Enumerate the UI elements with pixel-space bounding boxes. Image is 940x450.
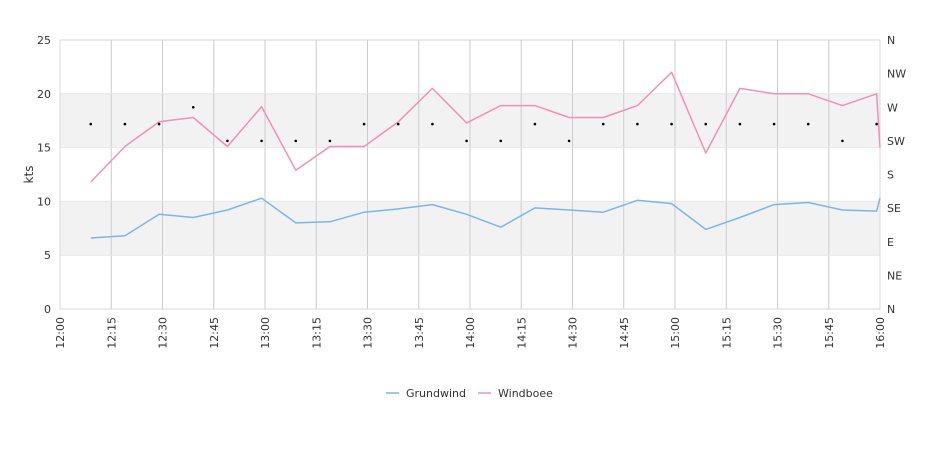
direction-tick-label: E xyxy=(887,236,894,249)
direction-tick-label: NW xyxy=(887,68,906,81)
y-axis-title: kts xyxy=(22,166,36,184)
direction-marker xyxy=(875,122,878,126)
x-tick-labels: 12:00 12:15 12:30 12:45 13:00 13:15 13:30 13:45… xyxy=(54,317,887,349)
direction-tick-label: SW xyxy=(887,135,905,148)
y-tick-label: 20 xyxy=(37,88,51,101)
direction-marker xyxy=(157,122,161,126)
legend: Grundwind Windboee xyxy=(386,387,553,400)
x-tick-label: 13:45 xyxy=(413,317,426,349)
direction-tick-label: W xyxy=(887,101,898,114)
x-tick-label: 14:45 xyxy=(618,317,631,349)
x-tick-label: 14:15 xyxy=(515,317,528,349)
direction-markers xyxy=(89,105,878,143)
direction-tick-label: NE xyxy=(887,269,902,282)
direction-marker xyxy=(670,122,673,126)
direction-marker xyxy=(636,122,639,126)
legend-label-windboee: Windboee xyxy=(498,387,553,400)
direction-tick-labels: N NE E SE S SW W NW N xyxy=(887,34,906,316)
x-tick-label: 16:00 xyxy=(874,317,887,349)
x-tick-label: 12:15 xyxy=(105,317,118,349)
x-tick-label: 15:00 xyxy=(669,317,682,349)
direction-tick-label: SE xyxy=(887,202,901,215)
x-tick-label: 13:15 xyxy=(310,317,323,349)
x-tick-label: 12:00 xyxy=(54,317,67,349)
y-tick-label: 25 xyxy=(37,34,51,47)
legend-label-grundwind: Grundwind xyxy=(406,387,466,400)
x-tick-label: 12:30 xyxy=(157,317,170,349)
y-tick-label: 10 xyxy=(37,195,51,208)
direction-marker xyxy=(772,122,776,126)
y-tick-label: 15 xyxy=(37,142,51,155)
direction-marker xyxy=(806,122,810,126)
direction-tick-label: N xyxy=(887,303,895,316)
direction-marker xyxy=(362,122,366,126)
series-lines xyxy=(90,71,881,239)
direction-marker xyxy=(431,122,434,126)
x-tick-label: 13:00 xyxy=(259,317,272,349)
series-line-windboee xyxy=(90,71,881,183)
direction-marker xyxy=(465,139,468,143)
direction-marker xyxy=(841,139,844,143)
x-tick-label: 15:30 xyxy=(772,317,785,349)
direction-marker xyxy=(396,122,400,126)
x-tick-label: 14:00 xyxy=(464,317,477,349)
direction-tick-label: S xyxy=(887,169,894,182)
direction-marker xyxy=(191,105,195,109)
x-tick-label: 15:15 xyxy=(720,317,733,349)
x-tick-label: 13:30 xyxy=(362,317,375,349)
y-tick-label: 5 xyxy=(44,249,51,262)
direction-tick-label: N xyxy=(887,34,895,47)
direction-marker xyxy=(294,139,298,143)
x-tick-label: 15:45 xyxy=(823,317,836,349)
x-tick-label: 12:45 xyxy=(208,317,221,349)
direction-marker xyxy=(533,122,537,126)
direction-marker xyxy=(328,139,332,143)
x-tick-label: 14:30 xyxy=(567,317,580,349)
direction-marker xyxy=(499,139,503,143)
direction-marker xyxy=(704,122,708,126)
direction-marker xyxy=(226,139,229,143)
direction-marker xyxy=(260,139,263,143)
y-tick-labels: 0 5 10 15 20 25 xyxy=(37,34,51,316)
y-tick-label: 0 xyxy=(44,303,51,316)
plot-border xyxy=(59,39,881,310)
direction-marker xyxy=(123,122,127,126)
direction-marker xyxy=(89,122,93,126)
series-line-grundwind xyxy=(90,197,881,239)
direction-marker xyxy=(738,122,742,126)
direction-marker xyxy=(567,139,571,143)
direction-marker xyxy=(601,122,605,126)
x-grid xyxy=(59,40,881,309)
